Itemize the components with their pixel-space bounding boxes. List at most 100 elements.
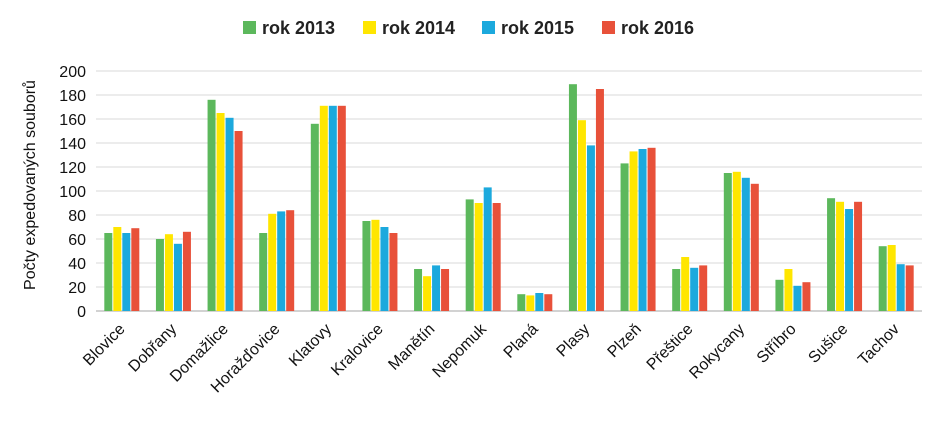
bar-Sušice-rok-2013	[827, 198, 836, 311]
bar-Domažlice-rok-2016	[234, 131, 243, 311]
bar-Stříbro-rok-2013	[775, 279, 784, 311]
y-tick-label: 20	[68, 280, 86, 297]
bar-Tachov-rok-2014	[887, 245, 896, 311]
y-tick-label: 160	[59, 112, 86, 129]
x-tick-label: Přeštice	[644, 321, 697, 374]
bar-Kralovice-rok-2015	[380, 227, 389, 311]
bar-Nepomuk-rok-2013	[465, 199, 474, 311]
bar-Blovice-rok-2013	[104, 233, 113, 311]
bar-Planá-rok-2013	[517, 294, 526, 311]
bar-Plzeň-rok-2016	[647, 147, 656, 311]
legend-item-2014: rok 2014	[363, 18, 455, 38]
bar-Manětín-rok-2014	[423, 276, 432, 311]
bar-Plzeň-rok-2015	[638, 149, 647, 311]
legend-item-2016: rok 2016	[602, 18, 694, 38]
legend-swatch-2013	[243, 21, 256, 34]
legend: rok 2013 rok 2014 rok 2015 rok 2016	[243, 18, 694, 38]
bar-Tachov-rok-2015	[896, 264, 905, 311]
bar-Stříbro-rok-2016	[802, 282, 811, 311]
y-axis-title: Počty expedovaných souborů	[21, 80, 39, 290]
x-tick-label: Sušice	[805, 321, 851, 367]
y-tick-label: 200	[59, 64, 86, 81]
bar-Sušice-rok-2016	[854, 201, 863, 311]
legend-item-2015: rok 2015	[482, 18, 574, 38]
x-tick-label: Tachov	[855, 321, 903, 369]
bar-Nepomuk-rok-2016	[492, 203, 501, 311]
y-tick-label: 180	[59, 88, 86, 105]
legend-item-2013: rok 2013	[243, 18, 335, 38]
x-tick-label: Manětín	[385, 321, 438, 374]
legend-swatch-2014	[363, 21, 376, 34]
bar-Stříbro-rok-2014	[784, 269, 793, 311]
bar-Plasy-rok-2015	[586, 145, 595, 311]
bar-Plzeň-rok-2013	[620, 163, 629, 311]
bar-Blovice-rok-2015	[122, 233, 131, 311]
bar-Rokycany-rok-2013	[723, 173, 732, 311]
y-tick-label: 140	[59, 136, 86, 153]
x-tick-label: Kralovice	[328, 321, 387, 380]
bar-Blovice-rok-2014	[113, 227, 122, 311]
bar-Nepomuk-rok-2014	[474, 203, 483, 311]
bars	[104, 84, 914, 311]
bar-Klatovy-rok-2015	[328, 105, 337, 311]
x-tick-label: Planá	[501, 321, 542, 362]
bar-Horažďovice-rok-2013	[259, 233, 268, 311]
bar-Manětín-rok-2016	[441, 269, 450, 311]
bar-Dobřany-rok-2016	[182, 231, 191, 311]
bar-Klatovy-rok-2013	[310, 123, 319, 311]
bar-Přeštice-rok-2014	[681, 257, 690, 311]
bar-Planá-rok-2014	[526, 295, 535, 311]
x-tick-label: Klatovy	[286, 321, 335, 370]
bar-Tachov-rok-2016	[905, 265, 914, 311]
bar-Stříbro-rok-2015	[793, 285, 802, 311]
bar-Přeštice-rok-2013	[672, 269, 681, 311]
y-axis-ticks: 0 20 40 60 80 100 120 140 160 180 200	[59, 64, 86, 321]
y-tick-label: 60	[68, 232, 86, 249]
bar-Planá-rok-2016	[544, 294, 553, 311]
bar-Planá-rok-2015	[535, 293, 544, 311]
bar-Rokycany-rok-2015	[741, 177, 750, 311]
gridlines	[96, 70, 922, 312]
bar-Dobřany-rok-2013	[155, 239, 164, 311]
bar-Domažlice-rok-2014	[216, 113, 225, 311]
bar-Sušice-rok-2014	[836, 201, 845, 311]
bar-Klatovy-rok-2016	[337, 105, 346, 311]
bar-Plasy-rok-2016	[595, 89, 604, 311]
legend-label-2014: rok 2014	[382, 18, 455, 38]
bar-Přeštice-rok-2016	[699, 265, 708, 311]
x-tick-label: Rokycany	[686, 321, 748, 383]
bar-Plasy-rok-2013	[568, 84, 577, 311]
bar-Rokycany-rok-2016	[750, 183, 759, 311]
bar-Horažďovice-rok-2015	[277, 211, 286, 311]
bar-Domažlice-rok-2013	[207, 99, 216, 311]
bar-Kralovice-rok-2013	[362, 221, 371, 311]
x-tick-label: Blovice	[80, 321, 129, 370]
bar-Klatovy-rok-2014	[319, 105, 328, 311]
bar-Plzeň-rok-2014	[629, 151, 638, 311]
y-tick-label: 40	[68, 256, 86, 273]
legend-label-2013: rok 2013	[262, 18, 335, 38]
bar-Blovice-rok-2016	[131, 228, 140, 311]
bar-Horažďovice-rok-2014	[268, 213, 277, 311]
bar-Kralovice-rok-2016	[389, 233, 398, 311]
bar-Kralovice-rok-2014	[371, 219, 380, 311]
bar-Domažlice-rok-2015	[225, 117, 234, 311]
x-tick-label: Stříbro	[754, 321, 800, 367]
y-tick-label: 120	[59, 160, 86, 177]
bar-Dobřany-rok-2015	[173, 243, 182, 311]
legend-swatch-2016	[602, 21, 615, 34]
bar-Přeštice-rok-2015	[690, 267, 699, 311]
bar-Plasy-rok-2014	[577, 120, 586, 311]
bar-Manětín-rok-2015	[432, 265, 441, 311]
bar-Tachov-rok-2013	[878, 246, 887, 311]
bar-Nepomuk-rok-2015	[483, 187, 492, 311]
x-tick-label: Plasy	[554, 321, 594, 361]
x-tick-label: Plzeň	[605, 321, 645, 361]
bar-Dobřany-rok-2014	[164, 234, 173, 311]
legend-label-2015: rok 2015	[501, 18, 574, 38]
bar-Rokycany-rok-2014	[732, 171, 741, 311]
bar-Sušice-rok-2015	[845, 209, 854, 311]
bar-Horažďovice-rok-2016	[286, 210, 295, 311]
